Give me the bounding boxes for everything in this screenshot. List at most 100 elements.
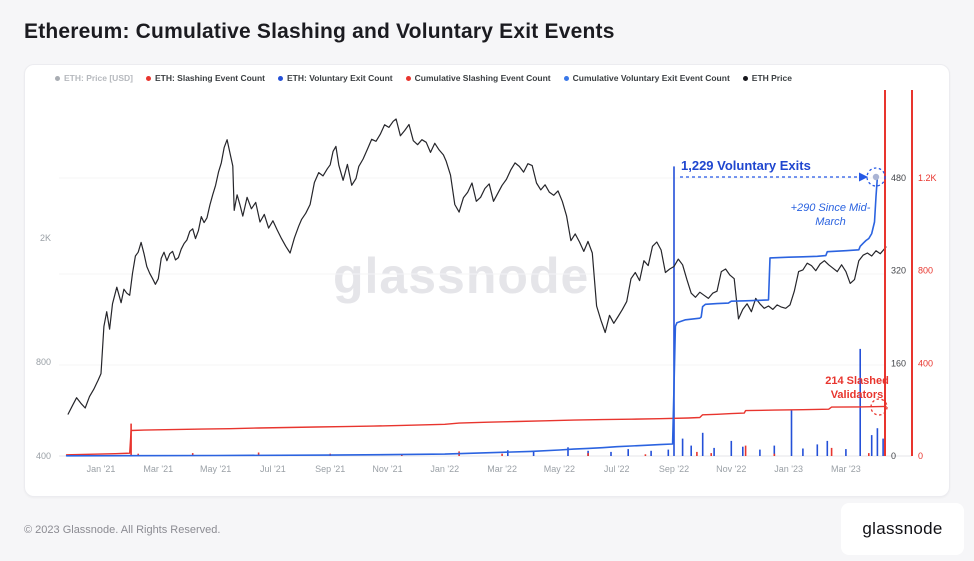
legend-dot-icon [742,75,748,81]
legend-dot-icon [278,75,283,81]
exit-endpoint-marker [872,173,880,181]
chart-svg[interactable]: 2K 800 400 480 320 160 0 1.2K 800 400 0 Jan '21 Mar … [25,65,950,497]
x-axis-label: Jul '21 [260,464,286,474]
y-axis-label-right-outer: 800 [918,266,933,276]
bar-eth-voluntary-exit-count [667,449,670,456]
legend-item[interactable]: Cumulative Voluntary Exit Event Count [563,73,730,83]
bar-eth-slashing-event-count [191,453,194,456]
legend-label: ETH Price [751,73,792,83]
bar-eth-voluntary-exit-count [567,447,569,456]
x-axis-label: Sep '21 [315,464,345,474]
page-title: Ethereum: Cumulative Slashing and Volunt… [24,20,615,43]
y-axis-label-left: 400 [36,451,51,461]
bar-eth-slashing-event-count [830,447,833,456]
x-axis-label: Mar '23 [831,464,861,474]
y-axis-label-right-outer: 400 [918,358,933,368]
x-axis-label: Sep '22 [659,464,689,474]
glassnode-watermark: glassnode [333,248,590,304]
bar-eth-voluntary-exit-count [845,449,847,456]
slashed-highlight-circle [870,398,888,416]
bar-eth-voluntary-exit-count [610,451,612,456]
bar-eth-voluntary-exit-count [681,438,684,456]
chart-plot-area[interactable]: 2K 800 400 480 320 160 0 1.2K 800 400 0 Jan '21 Mar … [25,65,950,497]
bar-eth-slashing-event-count [587,453,589,456]
arrow-right-icon [859,172,868,182]
bar-eth-voluntary-exit-count [690,445,692,456]
y-axis-label-right-inner: 320 [891,266,906,276]
bar-eth-voluntary-exit-count [507,450,509,456]
y-axis-label-left: 800 [36,357,51,367]
legend-item[interactable]: ETH: Slashing Event Count [145,73,265,83]
bar-eth-slashing-event-count [696,451,698,456]
glassnode-logo: glassnode [862,519,943,538]
bar-eth-voluntary-exit-count [859,348,861,456]
bar-eth-voluntary-exit-count [730,440,733,456]
bar-eth-voluntary-exit-count [816,444,819,456]
bar-eth-slashing-event-count [137,453,139,456]
exit-highlight-circle [866,167,886,187]
x-axis-label: Jan '22 [430,464,459,474]
bar-eth-voluntary-exit-count [826,440,829,456]
legend-label: ETH: Price [USD] [64,73,133,83]
bar-eth-slashing-event-count [773,453,776,456]
bar-eth-voluntary-exit-count [627,449,629,456]
series-cumulative-voluntary-exit-event-count [65,176,879,457]
x-axis-label: Mar '22 [487,464,517,474]
bar-eth-slashing-event-count [868,453,870,456]
y-axis-label-right-outer: 1.2K [918,173,937,183]
y-axis-label-right-inner: 160 [891,358,906,368]
bar-eth-voluntary-exit-count [742,446,744,456]
y-axis-label-left: 2K [40,233,51,243]
bar-eth-slashing-event-count [644,454,647,456]
bar-eth-voluntary-exit-count [773,445,776,456]
x-axis-label: May '22 [544,464,575,474]
chart-card: ETH: Price [USD] ETH: Slashing Event Coun… [24,64,950,497]
bar-eth-voluntary-exit-count [790,409,793,456]
annotation-since-mid-march: +290 Since Mid-March [790,202,871,228]
x-axis-label: Nov '22 [716,464,746,474]
bar-eth-slashing-event-count [710,453,712,456]
bar-eth-voluntary-exit-count [870,435,873,456]
legend-dot-icon [55,75,60,81]
legend-label: Cumulative Voluntary Exit Event Count [572,73,730,83]
bar-eth-voluntary-exit-count [713,447,715,456]
footer-copyright: © 2023 Glassnode. All Rights Reserved. [24,524,221,536]
series-cumulative-slashing-event-count [65,405,887,456]
bar-eth-slashing-event-count [257,452,260,456]
legend-label: ETH: Voluntary Exit Count [287,73,393,83]
bar-eth-slashing-event-count [744,445,747,456]
bar-eth-voluntary-exit-count [650,450,652,456]
series-eth-price [67,118,887,415]
x-axis-label: Jan '21 [87,464,116,474]
y-axis-label-right-inner: 0 [891,451,896,461]
legend-dot-icon [405,75,411,81]
bar-eth-slashing-event-count [501,453,503,456]
annotation-voluntary-exits: 1,229 Voluntary Exits [681,158,811,173]
x-axis-label: Nov '21 [372,464,402,474]
legend-dot-icon [145,75,151,81]
bar-eth-voluntary-exit-count [876,428,879,456]
legend-dot-icon [563,75,569,81]
legend-label: Cumulative Slashing Event Count [414,73,551,83]
legend-item[interactable]: ETH: Voluntary Exit Count [278,73,393,83]
x-axis-label: Mar '21 [143,464,173,474]
legend-item[interactable]: ETH: Price [USD] [55,73,133,83]
bar-eth-voluntary-exit-count [532,451,535,456]
x-axis-label: Jan '23 [774,464,803,474]
legend-item[interactable]: ETH Price [742,73,792,83]
bar-eth-voluntary-exit-count [701,432,704,456]
bar-eth-voluntary-exit-count [802,448,804,456]
glassnode-logo-box: glassnode [841,503,964,555]
y-axis-label-right-outer: 0 [918,451,923,461]
annotation-slashed-validators: 214 Slashed Validators [825,375,889,401]
legend-label: ETH: Slashing Event Count [154,73,265,83]
legend-item[interactable]: Cumulative Slashing Event Count [405,73,551,83]
x-axis-label: May '21 [200,464,231,474]
bar-eth-voluntary-exit-count [882,438,884,456]
legend-bar: ETH: Price [USD] ETH: Slashing Event Coun… [55,73,939,83]
x-axis-label: Jul '22 [604,464,630,474]
bar-eth-voluntary-exit-count [759,449,761,456]
bar-eth-voluntary-exit-count [673,166,675,456]
y-axis-label-right-inner: 480 [891,173,906,183]
